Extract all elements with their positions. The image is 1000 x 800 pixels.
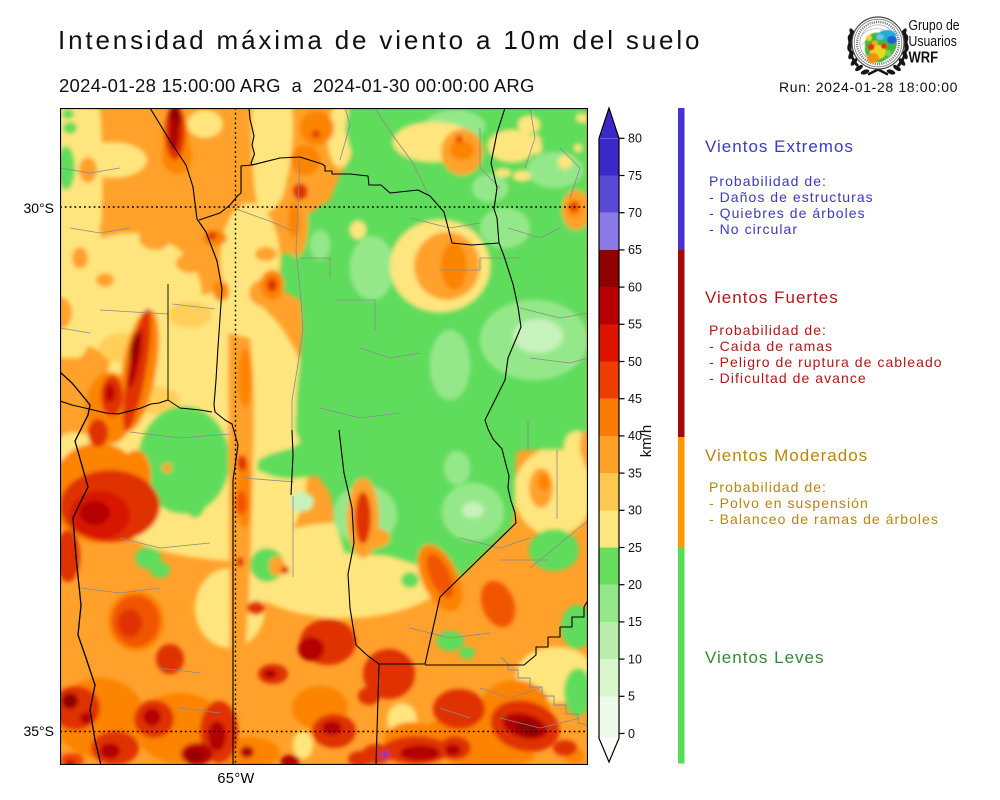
svg-text:5: 5 [628,690,635,704]
svg-text:50: 50 [628,355,642,369]
svg-text:80: 80 [628,132,642,146]
svg-text:65: 65 [628,243,642,257]
svg-text:20: 20 [628,578,642,592]
svg-text:25: 25 [628,541,642,555]
svg-text:30: 30 [628,504,642,518]
svg-text:40: 40 [628,429,642,443]
svg-text:35: 35 [628,466,642,480]
svg-text:15: 15 [628,615,642,629]
svg-text:55: 55 [628,318,642,332]
svg-text:WRF: WRF [909,50,939,67]
svg-text:10: 10 [628,652,642,666]
svg-text:0: 0 [628,727,635,741]
svg-text:60: 60 [628,280,642,294]
svg-text:km/h: km/h [638,425,655,458]
svg-text:Usuarios: Usuarios [909,33,958,49]
svg-text:70: 70 [628,206,642,220]
svg-text:Grupo de: Grupo de [909,17,960,33]
svg-text:45: 45 [628,392,642,406]
svg-text:75: 75 [628,169,642,183]
